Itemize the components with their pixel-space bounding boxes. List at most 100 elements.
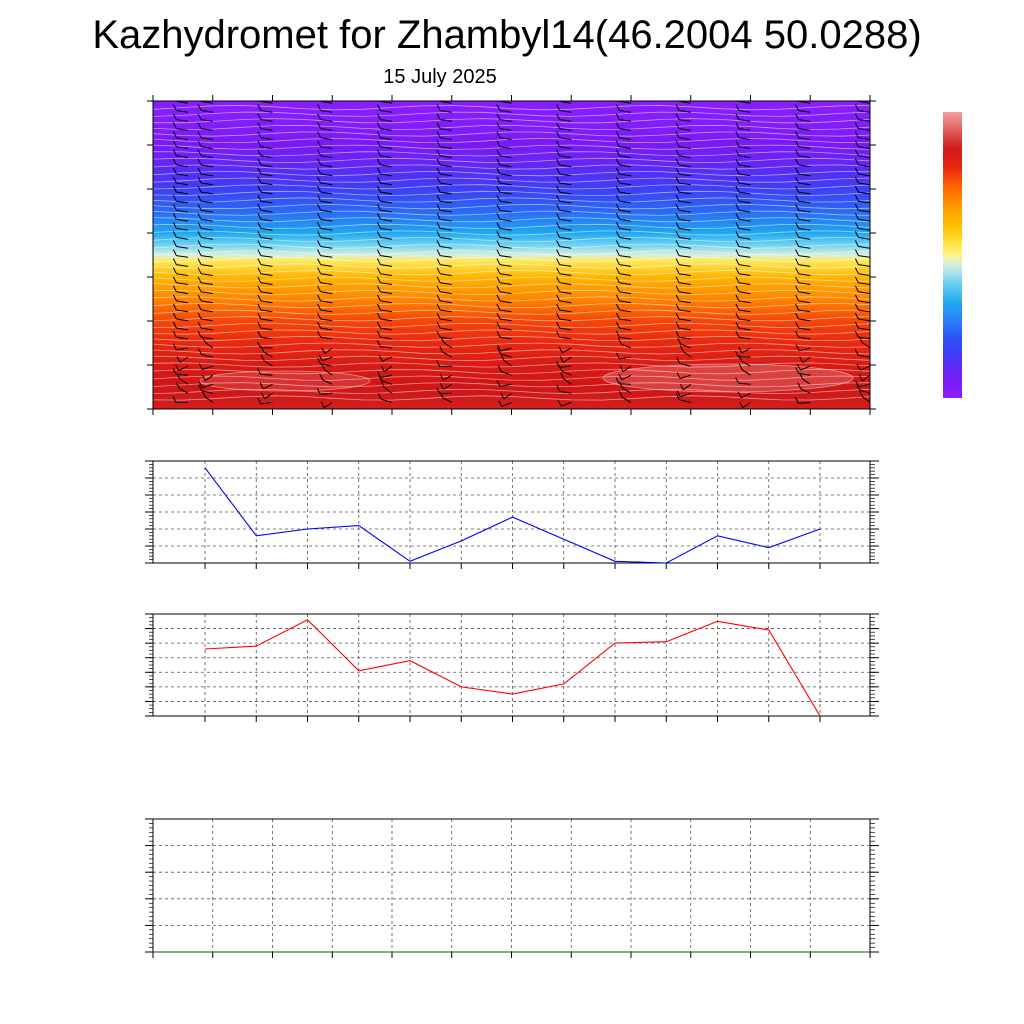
wind-barb xyxy=(679,273,691,276)
wind-barb-flag xyxy=(735,222,740,229)
wind-barb xyxy=(679,101,691,104)
wind-barb-flag xyxy=(795,185,800,193)
wind-barb xyxy=(619,218,632,222)
wind-barb xyxy=(682,351,692,358)
wind-barb-flag xyxy=(735,122,740,129)
wind-barb-flag xyxy=(854,158,859,166)
wind-barb-flag xyxy=(496,167,501,175)
wind-barb-flag xyxy=(675,185,680,193)
wind-barb-flag xyxy=(376,303,381,311)
colorbar-bar xyxy=(943,112,962,398)
wind-barb-flag xyxy=(317,167,322,175)
wind-barb-flag xyxy=(496,321,501,329)
wind-barb-flag xyxy=(376,249,381,256)
wind-barb-flag xyxy=(201,374,206,382)
wind-barb-flag xyxy=(436,104,441,111)
wind-barb-flag xyxy=(675,149,680,157)
wind-barb xyxy=(559,282,572,285)
wind-barb-flag xyxy=(376,131,381,138)
wind-barb xyxy=(260,309,273,313)
wind-barb-flag xyxy=(795,240,800,247)
wind-barb-flag xyxy=(675,321,680,329)
temperature-field xyxy=(153,101,870,409)
wind-barb xyxy=(499,336,512,340)
wind-barb-flag xyxy=(376,194,381,202)
wind-barb-flag xyxy=(376,213,381,220)
wind-barb xyxy=(798,173,811,177)
wind-barb-flag xyxy=(854,185,859,193)
wind-barb xyxy=(858,164,870,168)
wind-barb xyxy=(738,236,751,240)
wind-barb xyxy=(738,227,751,231)
wind-barb-flag xyxy=(317,140,322,148)
wind-barb-flag xyxy=(735,140,740,148)
wind-barb xyxy=(621,343,632,349)
wind-barb-flag xyxy=(556,330,561,338)
wind-barb xyxy=(384,365,393,373)
wind-barb xyxy=(679,336,691,340)
wind-barb xyxy=(260,191,273,195)
wind-barb xyxy=(439,392,452,395)
contour-line xyxy=(153,204,870,210)
wind-barb-flag xyxy=(376,321,381,329)
wind-barb-flag xyxy=(197,185,202,193)
wind-barb xyxy=(619,128,632,131)
wind-barb xyxy=(738,300,751,304)
wind-barb xyxy=(380,182,393,186)
contour-line xyxy=(153,177,870,183)
wind-barb-flag xyxy=(376,167,381,175)
wind-barb-flag xyxy=(497,347,502,355)
wind-barb-flag xyxy=(172,249,177,256)
wind-barb xyxy=(380,128,393,131)
wind-barb-flag xyxy=(735,312,740,320)
wind-barb xyxy=(380,191,393,195)
wind-barb xyxy=(204,341,214,349)
wind-barb xyxy=(176,110,189,113)
wind-barb-flag xyxy=(496,294,501,302)
contour-line xyxy=(153,335,870,342)
wind-barb-flag xyxy=(496,213,501,220)
wind-barb xyxy=(382,356,393,362)
wind-barb xyxy=(619,200,632,204)
wind-barb-flag xyxy=(615,158,620,166)
wind-barb-flag xyxy=(436,149,441,157)
wind-barb xyxy=(380,110,393,113)
wind-barb-flag xyxy=(496,380,501,387)
wind-barb-flag xyxy=(615,249,620,256)
wind-barb xyxy=(260,291,273,295)
wind-barb-flag xyxy=(795,330,800,338)
wind-barb xyxy=(320,336,333,340)
contour-line xyxy=(153,197,870,203)
wind-barb-flag xyxy=(617,337,622,345)
wind-barb-flag xyxy=(172,104,177,111)
wind-barb-flag xyxy=(496,276,501,284)
wind-barb-flag xyxy=(172,330,177,338)
wind-barb xyxy=(858,291,870,295)
wind-barb xyxy=(499,209,512,213)
wind-barb xyxy=(440,110,452,113)
wind-barb xyxy=(440,300,452,304)
wind-barb-flag xyxy=(795,131,800,138)
wind-barb-flag xyxy=(436,231,441,238)
wind-barb-flag xyxy=(795,113,800,120)
wind-barb-flag xyxy=(676,390,681,398)
wind-barb xyxy=(380,173,393,177)
wind-barb xyxy=(201,354,213,358)
contour-line xyxy=(153,250,870,256)
wind-barb xyxy=(499,300,512,304)
wind-barb xyxy=(738,336,751,340)
wind-barb-flag xyxy=(854,249,859,256)
wind-barb-flag xyxy=(615,176,620,184)
wind-barb-flag xyxy=(172,167,177,175)
wind-barb xyxy=(559,327,572,331)
wind-barb-flag xyxy=(735,167,740,175)
wind-barb-flag xyxy=(675,312,680,320)
wind-barb-flag xyxy=(615,122,620,129)
wind-barb-flag xyxy=(436,312,441,320)
wind-barb-flag xyxy=(317,213,322,220)
wind-barb xyxy=(619,137,632,140)
contour-line xyxy=(153,223,870,230)
wind-barb-flag xyxy=(496,303,501,311)
wind-barb-flag xyxy=(197,240,202,247)
